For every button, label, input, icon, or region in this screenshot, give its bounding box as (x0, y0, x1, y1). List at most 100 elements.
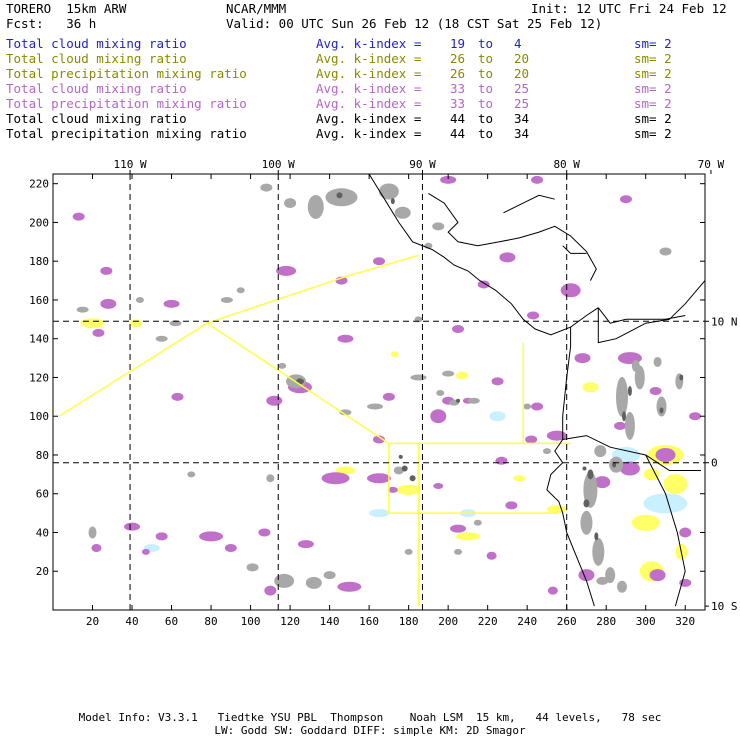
y-tick-label: 160 (29, 294, 49, 307)
x-tick-label: 220 (478, 615, 498, 628)
purple-patch (266, 395, 283, 406)
purple-patch (578, 569, 595, 582)
andes-cloud-band (624, 411, 635, 440)
x-tick-label: 160 (359, 615, 379, 628)
galapagos-island (401, 465, 408, 472)
gray-patch (596, 576, 609, 585)
convective-core (587, 469, 594, 480)
yellow-patch (663, 474, 688, 495)
purple-patch (491, 377, 504, 386)
gray-patch (410, 374, 427, 381)
legend-row: Total precipitation mixing ratio Avg. k-i… (6, 96, 736, 111)
gray-patch (394, 206, 411, 219)
legend-k-from: 44 (450, 111, 466, 126)
gray-patch (187, 471, 196, 478)
legend-row: Total cloud mixing ratio Avg. k-index = 26… (6, 51, 736, 66)
legend-k-to: 20 (514, 51, 530, 66)
x-tick-label: 140 (320, 615, 340, 628)
lon-label: 80 W (553, 158, 580, 171)
legend-to: to (478, 96, 494, 111)
purple-patch (367, 473, 391, 484)
purple-patch (264, 585, 277, 596)
yellow-patch (643, 468, 660, 481)
convective-core (627, 386, 632, 397)
x-tick-label: 200 (438, 615, 458, 628)
andes-cloud-band (653, 356, 662, 367)
legend-avg-label: Avg. k-index = (316, 96, 422, 111)
gray-patch (473, 519, 482, 526)
cyan-patch (489, 411, 506, 422)
purple-patch (258, 528, 271, 537)
legend-to: to (478, 66, 494, 81)
purple-patch (337, 581, 362, 592)
legend-field: Total precipitation mixing ratio (6, 96, 247, 111)
yellow-patch (455, 532, 480, 541)
convective-core (336, 192, 343, 199)
legend-field: Total cloud mixing ratio (6, 51, 187, 66)
x-tick-label: 280 (596, 615, 616, 628)
legend-row: Total precipitation mixing ratio Avg. k-i… (6, 126, 736, 141)
yellow-patch (80, 318, 105, 329)
coastline-jamaica (562, 245, 587, 254)
gray-patch (155, 335, 168, 342)
legend-field: Total cloud mixing ratio (6, 81, 187, 96)
x-tick-label: 240 (517, 615, 537, 628)
legend-k-to: 20 (514, 66, 530, 81)
convective-core (583, 499, 590, 508)
lon-label: 100 W (262, 158, 295, 171)
legend-smoothing: sm= 2 (634, 111, 672, 126)
purple-patch (505, 501, 518, 510)
purple-patch (525, 435, 538, 444)
x-tick-label: 180 (399, 615, 419, 628)
purple-patch (527, 311, 540, 320)
convective-core (456, 398, 461, 403)
purple-patch (373, 257, 385, 266)
purple-patch (124, 522, 141, 531)
x-tick-label: 20 (86, 615, 99, 628)
legend-field: Total precipitation mixing ratio (6, 126, 247, 141)
convective-core (594, 532, 599, 541)
convective-core (679, 374, 684, 381)
purple-patch (100, 266, 113, 275)
legend-smoothing: sm= 2 (634, 66, 672, 81)
yellow-patch (396, 484, 421, 495)
purple-patch (655, 447, 676, 462)
convective-core (582, 466, 587, 471)
y-tick-label: 80 (36, 449, 49, 462)
org-label: NCAR/MMM (226, 1, 287, 16)
legend-avg-label: Avg. k-index = (316, 66, 422, 81)
purple-patch (689, 412, 702, 421)
lon-label: 110 W (113, 158, 146, 171)
legend-smoothing: sm= 2 (634, 36, 672, 51)
purple-patch (619, 461, 640, 476)
purple-patch (321, 472, 350, 485)
gray-patch (523, 403, 532, 410)
x-tick-label: 60 (165, 615, 178, 628)
y-tick-label: 100 (29, 410, 49, 423)
purple-patch (547, 586, 558, 595)
border-colombia-peru (562, 435, 701, 471)
gray-patch (542, 448, 551, 455)
gray-patch (246, 563, 259, 572)
purple-patch (382, 392, 395, 401)
gray-patch (378, 183, 399, 200)
gray-patch (274, 573, 295, 588)
andes-cloud-band (617, 580, 628, 593)
legend-field: Total precipitation mixing ratio (6, 66, 247, 81)
legend-to: to (478, 81, 494, 96)
purple-patch (276, 265, 297, 276)
gray-patch (266, 474, 275, 483)
init-time: Init: 12 UTC Fri 24 Feb 12 (531, 1, 727, 16)
legend-to: to (478, 111, 494, 126)
yellow-patch (546, 505, 567, 514)
y-tick-label: 180 (29, 255, 49, 268)
x-tick-label: 320 (675, 615, 695, 628)
convective-core (390, 198, 395, 205)
gray-patch (135, 296, 144, 303)
legend-k-from: 33 (450, 81, 466, 96)
legend-field: Total cloud mixing ratio (6, 36, 187, 51)
legend-avg-label: Avg. k-index = (316, 36, 422, 51)
purple-patch (594, 476, 611, 489)
yellow-patch (129, 319, 142, 328)
legend-field: Total cloud mixing ratio (6, 111, 187, 126)
